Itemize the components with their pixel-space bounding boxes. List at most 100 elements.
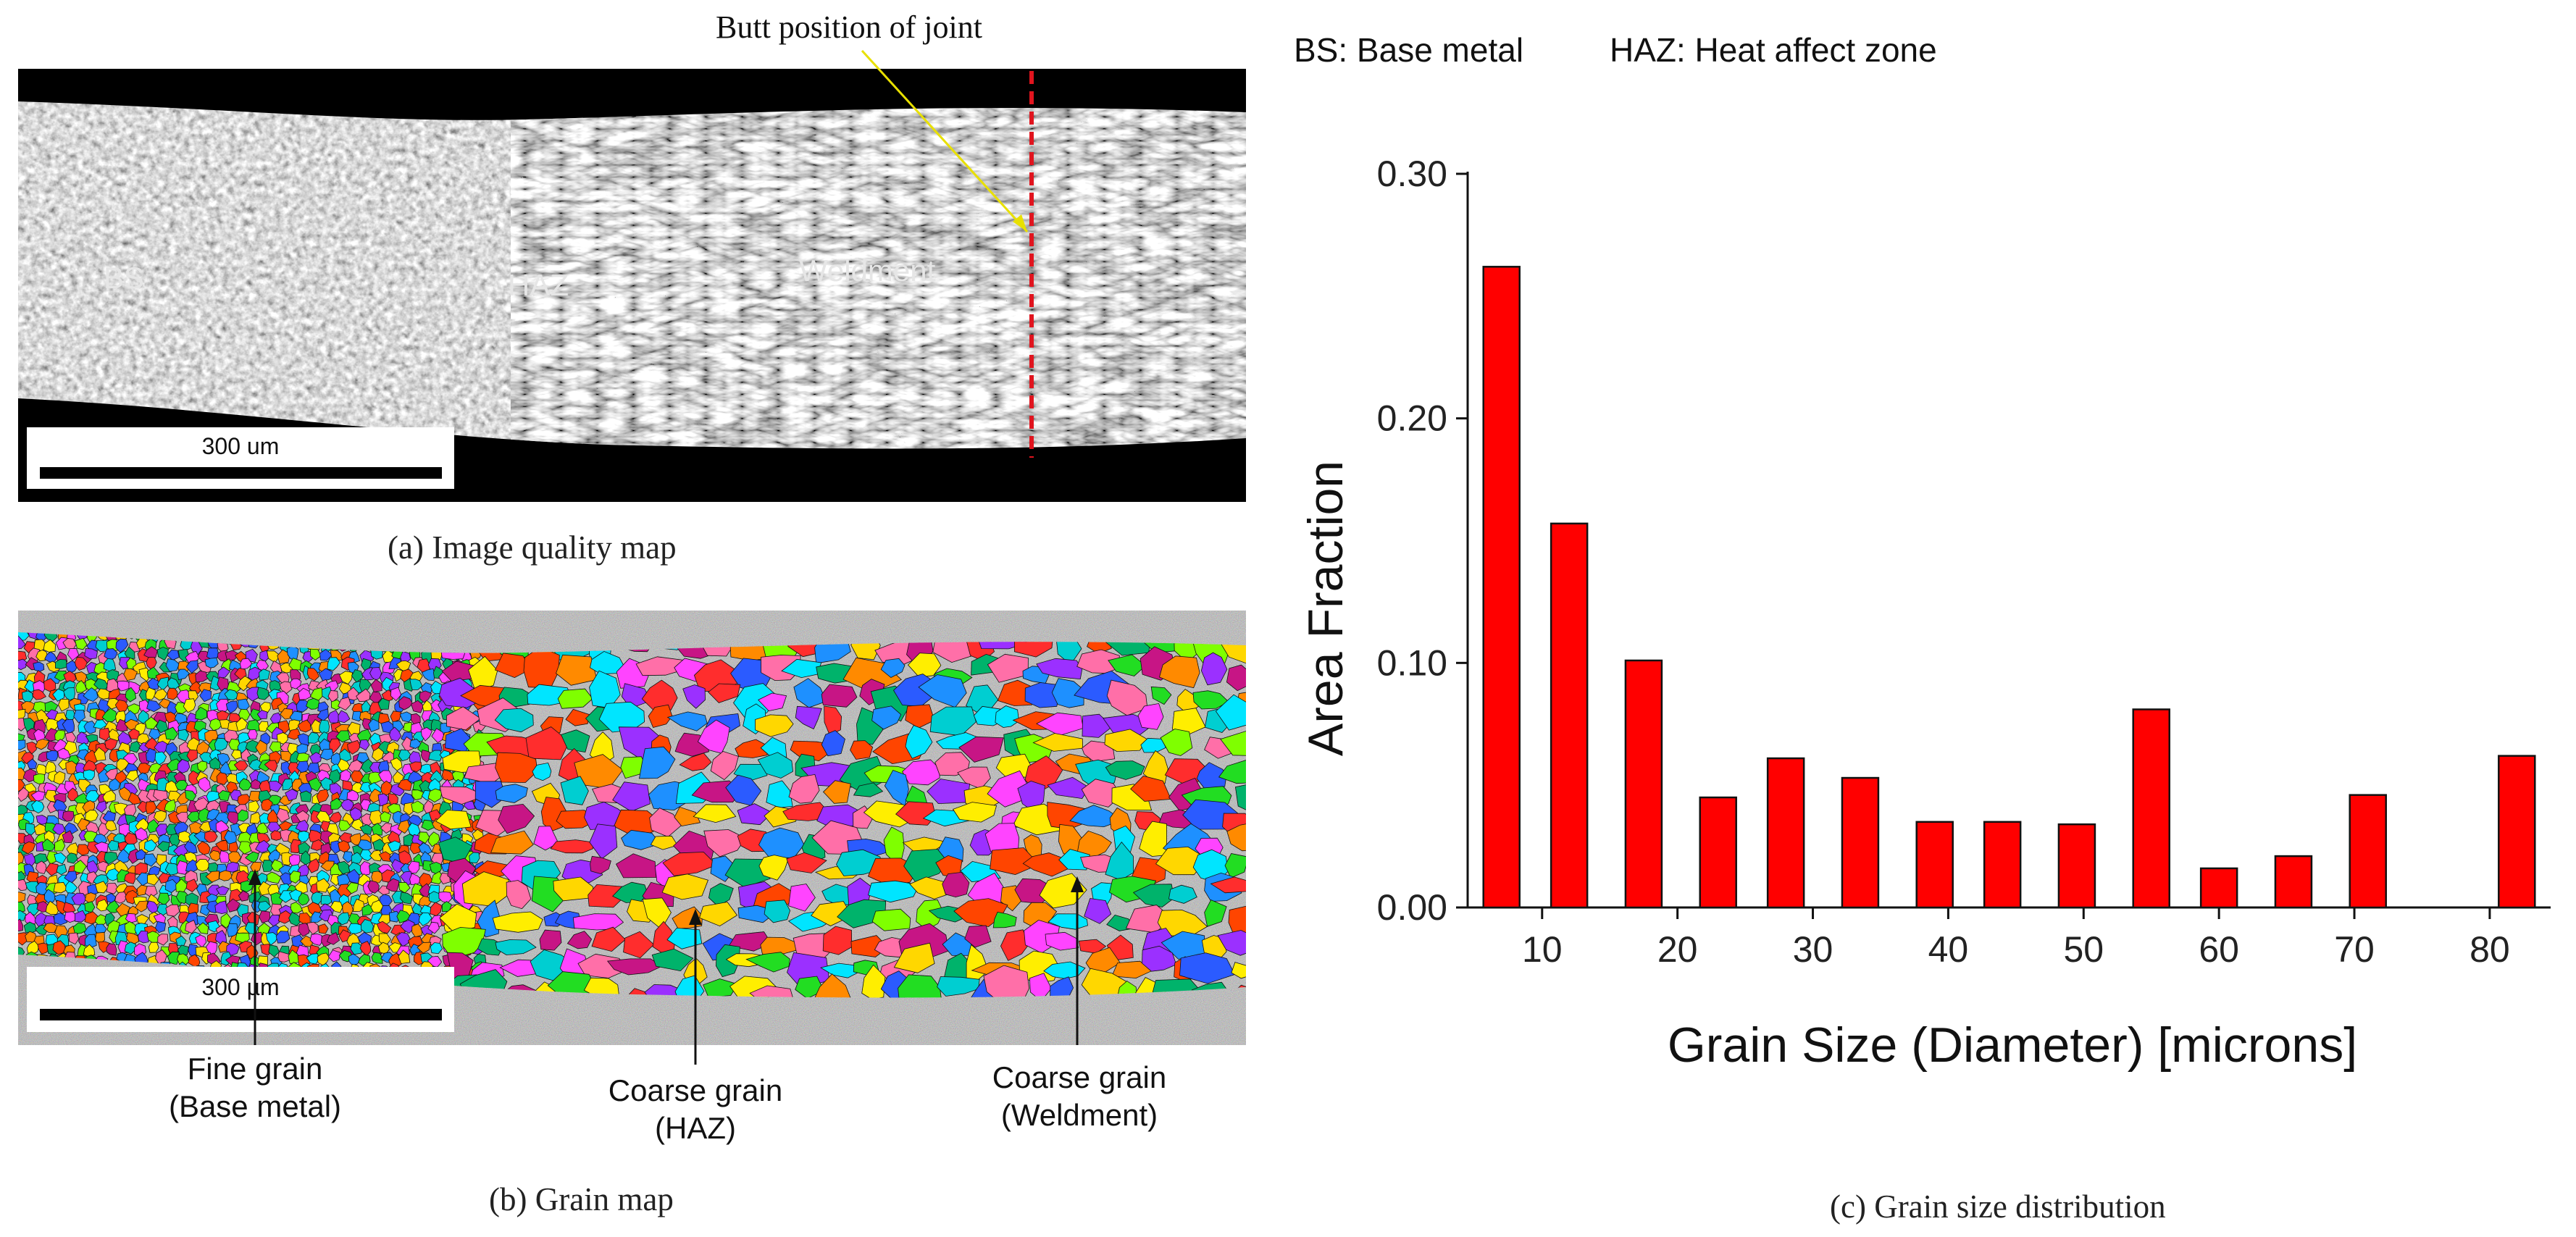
grain-cell (155, 949, 167, 965)
grain-cell (199, 689, 212, 703)
grain-cell (598, 701, 645, 733)
grain-cell (679, 752, 712, 771)
grain-cell (32, 689, 46, 700)
grain-cell (411, 902, 423, 915)
x-tick-label: 80 (2470, 929, 2510, 970)
grain-cell (995, 705, 1020, 728)
grain-cell (237, 698, 250, 713)
bar-5 (1841, 776, 1880, 909)
label-coarse-haz-line1: Coarse grain (608, 1073, 783, 1107)
grain-cell (154, 921, 167, 934)
grain-cell (1226, 664, 1246, 692)
grain-cell (389, 726, 402, 742)
grain-cell (1082, 740, 1116, 763)
grain-cell (398, 696, 414, 710)
grain-cell (369, 810, 384, 826)
grain-size-chart: Area Fraction Grain Size (Diameter) [mic… (1298, 154, 2551, 1073)
grain-cell (1142, 750, 1168, 784)
grain-cell (266, 650, 281, 663)
bar-7 (1983, 821, 2022, 909)
grain-cell (104, 851, 119, 865)
grain-cell (623, 931, 655, 959)
grain-cell (216, 698, 230, 712)
grain-cell (233, 760, 248, 771)
grain-cell (439, 903, 477, 933)
grain-cell (347, 687, 360, 701)
grain-cell (175, 879, 188, 893)
grain-cell (1192, 690, 1229, 710)
grain-cell (1043, 961, 1086, 979)
grain-cell (46, 750, 59, 762)
grain-cell (125, 687, 137, 703)
grain-cell (1137, 703, 1164, 730)
label-coarse-weld: Coarse grain (Weldment) (971, 1059, 1188, 1134)
label-coarse-haz-line2: (HAZ) (655, 1111, 736, 1145)
x-tick-label: 30 (1793, 929, 1833, 970)
grain-cell (795, 705, 822, 730)
grain-cell (380, 780, 393, 795)
grain-cell (96, 800, 107, 813)
grain-cell (1069, 805, 1123, 828)
grain-cell (267, 871, 282, 884)
grain-cell (905, 704, 935, 729)
grain-cell (1224, 853, 1246, 879)
x-tick-label: 70 (2334, 929, 2375, 970)
grain-cell (337, 912, 350, 926)
grain-cell (427, 831, 440, 847)
grain-cell (276, 808, 290, 823)
grain-cell (255, 839, 270, 853)
grain-cell (821, 730, 845, 757)
grain-cell (468, 655, 498, 692)
grain-cell (169, 833, 180, 848)
x-axis-label: Grain Size (Diameter) [microns] (1668, 1018, 2357, 1073)
grain-cell (290, 678, 302, 689)
bar-11 (2274, 855, 2313, 909)
grain-cell (340, 769, 351, 784)
grain-cell (589, 823, 618, 860)
y-tick-label: 0.00 (1377, 887, 1447, 928)
grain-cell (165, 904, 180, 917)
grain-cell (1200, 652, 1228, 686)
grain-cell (156, 841, 170, 852)
grain-cell (884, 770, 909, 807)
grain-cell (871, 705, 902, 730)
grain-cell (786, 852, 827, 873)
grain-cell (1036, 712, 1084, 737)
grain-cell (146, 700, 162, 713)
grain-cell (1104, 729, 1148, 752)
bar-0 (1482, 266, 1521, 909)
grain-cell (1157, 909, 1208, 938)
grain-cell (442, 926, 486, 960)
grain-cell (255, 739, 267, 755)
label-coarse-haz: Coarse grain (HAZ) (580, 1072, 811, 1147)
bar-14 (2498, 755, 2536, 909)
grain-cell (1130, 775, 1171, 802)
caption-c: (c) Grain size distribution (1830, 1188, 2166, 1225)
grain-cell (288, 949, 300, 965)
grain-cell (195, 706, 207, 721)
grain-cell (275, 931, 290, 944)
legend-bs: BS: Base metal (1294, 31, 1524, 69)
grain-cell (964, 925, 992, 948)
label-fine-grain-line1: Fine grain (187, 1052, 323, 1086)
grain-cell (238, 675, 252, 692)
grain-cell (198, 776, 211, 793)
grain-cell (18, 918, 23, 932)
grain-cell (18, 739, 26, 750)
grain-cell (143, 853, 158, 867)
grain-cell (235, 717, 248, 732)
x-tick-label: 20 (1657, 929, 1698, 970)
grain-cell (850, 740, 874, 760)
grain-cell (397, 779, 412, 791)
grain-cell (553, 876, 594, 902)
grain-cell (1045, 931, 1079, 951)
grain-cell (247, 666, 262, 682)
grain-cell (339, 748, 352, 763)
grain-cell (54, 838, 66, 852)
grain-cell (811, 973, 851, 998)
grain-cell (438, 891, 453, 904)
grain-cell (297, 831, 310, 843)
butt-annotation: Butt position of joint (716, 9, 982, 45)
grain-cell (957, 766, 991, 789)
grain-cell (1168, 884, 1197, 904)
